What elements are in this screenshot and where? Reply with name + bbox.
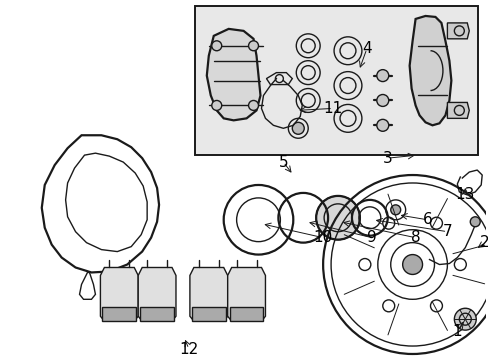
Bar [195,6,477,155]
Circle shape [402,255,422,274]
Circle shape [376,94,388,107]
Circle shape [376,120,388,131]
Circle shape [390,205,400,215]
Polygon shape [206,29,260,120]
Polygon shape [447,103,468,118]
Text: 8: 8 [410,230,420,245]
Circle shape [453,308,475,330]
Polygon shape [447,23,468,39]
Polygon shape [100,267,138,321]
Circle shape [292,122,304,134]
Polygon shape [189,267,227,321]
Text: 12: 12 [179,342,198,356]
Circle shape [469,217,479,227]
Text: 2: 2 [479,235,488,250]
Text: 9: 9 [366,230,376,245]
Polygon shape [102,307,136,321]
Text: 13: 13 [455,188,474,202]
Circle shape [248,41,258,51]
Polygon shape [191,307,225,321]
Text: 6: 6 [422,212,431,227]
Text: 5: 5 [278,154,287,170]
Circle shape [376,69,388,82]
Text: 11: 11 [323,101,342,116]
Polygon shape [227,267,265,321]
Text: 10: 10 [313,230,332,245]
Circle shape [248,100,258,111]
Text: 1: 1 [451,324,461,339]
Circle shape [211,100,221,111]
Polygon shape [140,307,174,321]
Polygon shape [229,307,263,321]
Circle shape [316,196,359,240]
Text: 7: 7 [442,224,451,239]
Text: 3: 3 [382,150,392,166]
Polygon shape [138,267,176,321]
Text: 4: 4 [361,41,371,56]
Polygon shape [409,16,450,125]
Circle shape [211,41,221,51]
